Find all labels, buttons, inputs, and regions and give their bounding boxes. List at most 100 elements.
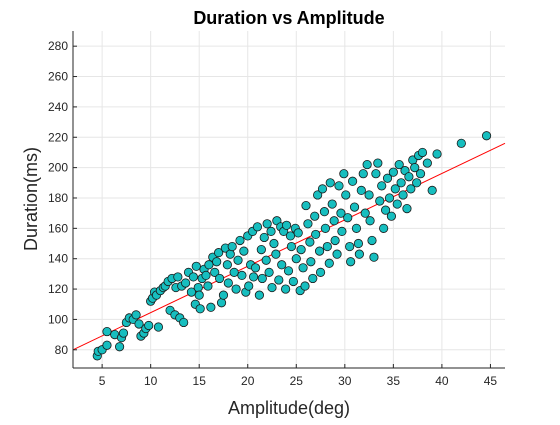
data-point <box>305 237 315 247</box>
data-point <box>388 167 398 177</box>
data-point <box>356 185 366 195</box>
data-point <box>336 208 346 218</box>
data-point <box>203 281 213 291</box>
data-point <box>394 159 404 170</box>
data-point <box>144 320 154 331</box>
data-point <box>369 252 379 262</box>
data-point <box>398 190 408 200</box>
data-point <box>379 223 389 233</box>
data-point <box>325 178 335 188</box>
data-point <box>345 241 355 252</box>
data-point <box>311 229 321 240</box>
data-point <box>235 235 245 246</box>
data-point <box>285 231 296 241</box>
data-point <box>193 282 203 293</box>
data-point <box>360 208 370 218</box>
data-point <box>346 257 356 267</box>
data-point <box>186 287 197 297</box>
data-point <box>237 270 247 281</box>
data-point <box>308 273 318 284</box>
data-point <box>250 263 261 273</box>
plot-area <box>73 31 505 368</box>
data-point <box>210 267 220 277</box>
data-point <box>206 302 216 312</box>
axes <box>72 31 505 369</box>
y-axis-label: Duration(ms) <box>21 147 41 251</box>
y-tick-label: 160 <box>48 221 68 235</box>
x-tick-label: 5 <box>99 374 106 388</box>
data-point <box>330 235 340 246</box>
data-point <box>371 169 381 179</box>
data-point <box>244 281 254 291</box>
data-point <box>351 223 362 233</box>
data-point <box>252 222 263 232</box>
data-point <box>281 220 292 230</box>
data-point <box>248 272 259 282</box>
data-point <box>254 290 264 300</box>
data-point <box>415 169 426 179</box>
tick-labels: 5 10 15 20 25 30 35 40 45 80 100 120 140 160 180 200 220… <box>48 39 497 388</box>
data-point <box>218 290 229 300</box>
data-point <box>264 267 274 277</box>
data-point <box>179 317 189 328</box>
data-point <box>339 169 349 179</box>
data-point <box>417 147 428 158</box>
data-point <box>181 278 191 288</box>
data-point <box>293 228 303 238</box>
data-point <box>410 163 420 173</box>
y-tick-label: 260 <box>48 70 68 84</box>
data-point <box>134 319 144 329</box>
data-point <box>402 204 412 214</box>
data-point <box>327 199 337 209</box>
data-point <box>225 249 235 259</box>
x-axis-label: Amplitude(deg) <box>228 398 350 418</box>
y-tick-label: 200 <box>48 161 68 175</box>
data-point <box>314 246 325 256</box>
y-tick-label: 100 <box>48 312 68 326</box>
data-point <box>194 290 204 300</box>
data-point <box>266 226 276 236</box>
data-point <box>322 241 332 252</box>
data-point <box>131 310 141 320</box>
data-point <box>432 149 442 159</box>
data-point <box>216 298 227 308</box>
y-tick-label: 120 <box>48 282 68 296</box>
data-point <box>118 328 129 338</box>
data-point <box>390 184 400 194</box>
data-point <box>227 241 237 252</box>
data-point <box>303 219 313 229</box>
data-point <box>354 249 364 259</box>
data-point <box>365 216 375 226</box>
data-point <box>261 255 271 265</box>
data-point <box>201 270 211 281</box>
data-point <box>373 158 383 168</box>
data-point <box>422 158 432 168</box>
data-point <box>257 273 267 284</box>
data-point <box>269 238 279 249</box>
data-point <box>301 200 311 211</box>
data-point <box>343 213 353 223</box>
data-point <box>406 184 416 194</box>
data-point <box>396 178 406 188</box>
data-point <box>204 260 214 270</box>
data-point <box>274 275 284 285</box>
data-point <box>384 193 395 203</box>
chart-title: Duration vs Amplitude <box>193 8 384 28</box>
data-point <box>362 159 372 170</box>
data-point <box>288 276 298 287</box>
data-point <box>319 207 330 217</box>
data-point <box>306 257 316 267</box>
data-point <box>212 257 222 267</box>
y-tick-label: 280 <box>48 39 68 53</box>
data-point <box>267 282 277 293</box>
y-tick-label: 240 <box>48 100 68 114</box>
data-point <box>367 235 377 246</box>
data-point <box>239 246 249 256</box>
x-tick-label: 15 <box>193 374 207 388</box>
x-tick-label: 35 <box>387 374 401 388</box>
data-point <box>298 263 308 273</box>
data-point <box>329 216 339 226</box>
x-tick-label: 20 <box>241 374 255 388</box>
